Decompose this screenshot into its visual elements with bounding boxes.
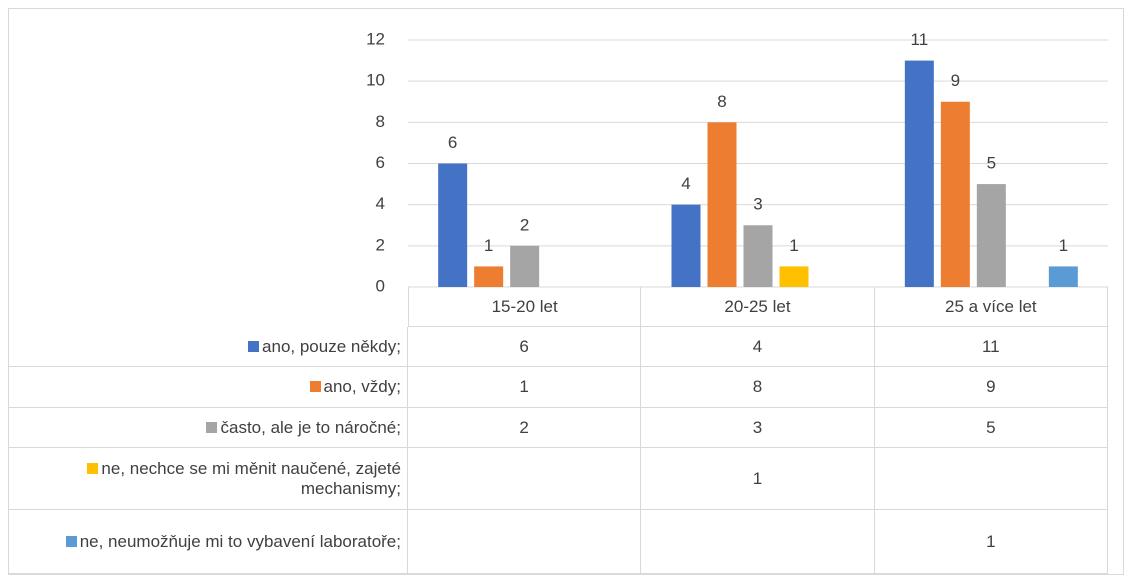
data-label: 4 <box>681 174 690 193</box>
y-tick-label: 6 <box>376 153 385 172</box>
y-tick-label: 2 <box>376 235 385 254</box>
legend-entry: ne, nechce se mi měnit naučené, zajeté m… <box>8 448 408 510</box>
data-label: 6 <box>448 133 457 152</box>
legend-label: ano, vždy; <box>323 377 402 396</box>
table-value <box>641 510 875 574</box>
x-tick-label: 15-20 let <box>408 287 642 327</box>
legend-entry: ano, vždy; <box>8 367 408 408</box>
y-tick-label: 4 <box>376 194 385 213</box>
y-tick-label: 10 <box>366 71 385 90</box>
table-value: 8 <box>641 367 875 408</box>
table-value: 6 <box>408 327 642 367</box>
bar <box>474 266 504 287</box>
table-value: 4 <box>641 327 875 367</box>
chart-border <box>8 8 1124 575</box>
legend-swatch <box>65 535 77 547</box>
data-label: 1 <box>1059 236 1068 255</box>
legend-label: ano, pouze někdy; <box>262 336 401 356</box>
legend-swatch <box>87 462 99 474</box>
data-label: 11 <box>911 30 929 49</box>
legend-swatch <box>206 421 218 433</box>
table-value: 11 <box>874 327 1108 367</box>
legend-entry: ne, neumožňuje mi to vybavení laboratoře… <box>8 510 408 574</box>
data-label: 1 <box>484 236 493 255</box>
data-label: 8 <box>717 92 726 111</box>
data-label: 5 <box>987 154 996 173</box>
y-tick-label: 0 <box>376 276 385 295</box>
table-value: 3 <box>641 408 875 448</box>
legend-label: ne, nechce se mi měnit naučené, zajeté m… <box>101 458 401 498</box>
table-value <box>408 448 642 510</box>
table-value <box>874 448 1108 510</box>
bar <box>779 266 809 287</box>
legend-label: ne, neumožňuje mi to vybavení laboratoře… <box>79 531 401 551</box>
bar <box>940 101 970 287</box>
bar <box>904 60 934 288</box>
legend-label: často, ale je to náročné; <box>220 417 401 437</box>
table-value <box>408 510 642 574</box>
data-label: 1 <box>789 236 798 255</box>
table-value: 1 <box>408 367 642 408</box>
y-tick-label: 12 <box>366 29 385 48</box>
legend-swatch <box>309 381 321 392</box>
y-tick-label: 8 <box>376 112 385 131</box>
x-tick-label: 25 a více let <box>874 287 1108 327</box>
bar <box>976 184 1006 287</box>
data-label: 9 <box>951 71 960 90</box>
bar <box>671 204 701 287</box>
legend-entry: často, ale je to náročné; <box>8 408 408 448</box>
bar <box>510 245 540 287</box>
bar <box>743 225 773 287</box>
bar <box>707 122 737 287</box>
legend-swatch <box>248 340 260 352</box>
legend-entry: ano, pouze někdy; <box>8 327 408 367</box>
data-label: 2 <box>520 215 529 234</box>
table-value: 1 <box>874 510 1108 574</box>
table-value: 5 <box>874 408 1108 448</box>
bar <box>438 163 468 287</box>
x-tick-label: 20-25 let <box>641 287 875 327</box>
table-value: 1 <box>641 448 875 510</box>
data-label: 3 <box>753 195 762 214</box>
table-value: 2 <box>408 408 642 448</box>
bar <box>1048 266 1078 287</box>
table-value: 9 <box>874 367 1108 408</box>
